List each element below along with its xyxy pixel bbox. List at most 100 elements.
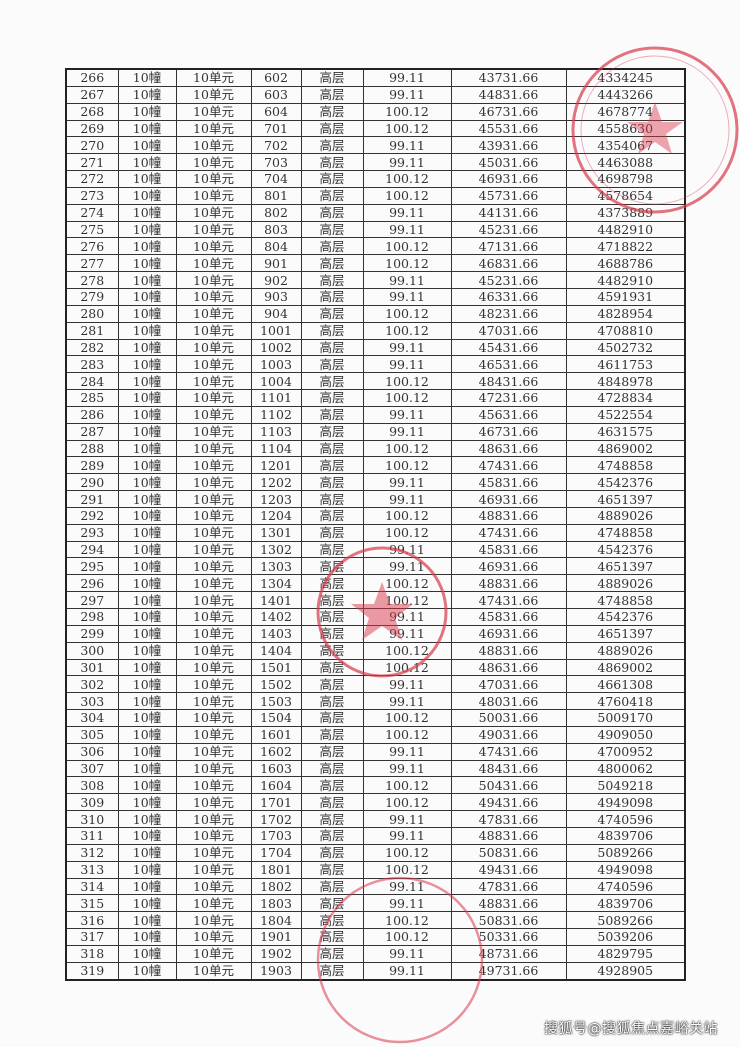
room-number-cell: 1504 xyxy=(250,709,302,727)
building-cell: 10幢 xyxy=(117,136,177,155)
floor-type-cell: 高层 xyxy=(300,338,364,357)
floor-type-cell: 高层 xyxy=(300,692,364,711)
floor-type-cell: 高层 xyxy=(300,944,364,963)
area-cell: 100.12 xyxy=(362,928,452,946)
unit-cell: 10单元 xyxy=(175,608,252,626)
row-number-cell: 282 xyxy=(65,338,119,357)
table-row: 290 10幢 10单元 1202 高层 99.11 45831.66 4542376 xyxy=(65,473,686,492)
unit-price-cell: 48631.66 xyxy=(450,439,567,458)
unit-price-cell: 49031.66 xyxy=(450,725,567,744)
total-price-cell: 5089266 xyxy=(565,843,686,862)
area-cell: 100.12 xyxy=(362,237,452,256)
room-number-cell: 903 xyxy=(250,287,302,306)
room-number-cell: 1703 xyxy=(250,826,302,845)
building-cell: 10幢 xyxy=(117,338,177,357)
table-row: 311 10幢 10单元 1703 高层 99.11 48831.66 4839706 xyxy=(65,826,686,845)
room-number-cell: 801 xyxy=(250,186,302,205)
building-cell: 10幢 xyxy=(117,321,177,340)
area-cell: 99.11 xyxy=(362,810,452,828)
floor-type-cell: 高层 xyxy=(300,203,364,222)
building-cell: 10幢 xyxy=(117,456,177,475)
total-price-cell: 5049218 xyxy=(565,776,686,795)
unit-price-cell: 48431.66 xyxy=(450,372,567,391)
unit-price-cell: 48031.66 xyxy=(450,692,567,711)
unit-cell: 10单元 xyxy=(175,389,252,407)
table-row: 297 10幢 10单元 1401 高层 100.12 47431.66 4748858 xyxy=(65,591,686,609)
floor-type-cell: 高层 xyxy=(300,709,364,727)
building-cell: 10幢 xyxy=(117,389,177,407)
area-cell: 100.12 xyxy=(362,439,452,458)
row-number-cell: 280 xyxy=(65,304,119,323)
unit-cell: 10单元 xyxy=(175,540,252,559)
unit-price-cell: 48731.66 xyxy=(450,944,567,963)
total-price-cell: 4522554 xyxy=(565,405,686,424)
unit-price-cell: 47431.66 xyxy=(450,591,567,609)
building-cell: 10幢 xyxy=(117,102,177,121)
unit-price-cell: 47831.66 xyxy=(450,810,567,828)
unit-price-cell: 47031.66 xyxy=(450,321,567,340)
unit-price-cell: 46731.66 xyxy=(450,102,567,121)
table-row: 266 10幢 10单元 602 高层 99.11 43731.66 4334245 xyxy=(65,68,686,87)
building-cell: 10幢 xyxy=(117,928,177,946)
total-price-cell: 4661308 xyxy=(565,675,686,694)
room-number-cell: 1204 xyxy=(250,506,302,525)
row-number-cell: 315 xyxy=(65,894,119,913)
table-row: 273 10幢 10单元 801 高层 100.12 45731.66 4578654 xyxy=(65,186,686,205)
unit-cell: 10单元 xyxy=(175,810,252,828)
floor-type-cell: 高层 xyxy=(300,742,364,761)
unit-cell: 10单元 xyxy=(175,473,252,492)
building-cell: 10幢 xyxy=(117,304,177,323)
room-number-cell: 902 xyxy=(250,271,302,289)
unit-price-cell: 50831.66 xyxy=(450,843,567,862)
floor-type-cell: 高层 xyxy=(300,102,364,121)
table-row: 313 10幢 10单元 1801 高层 100.12 49431.66 4949098 xyxy=(65,860,686,879)
room-number-cell: 702 xyxy=(250,136,302,155)
area-cell: 99.11 xyxy=(362,624,452,643)
room-number-cell: 603 xyxy=(250,85,302,104)
unit-cell: 10单元 xyxy=(175,170,252,188)
table-row: 288 10幢 10单元 1104 高层 100.12 48631.66 4869002 xyxy=(65,439,686,458)
row-number-cell: 283 xyxy=(65,355,119,374)
table-row: 271 10幢 10单元 703 高层 99.11 45031.66 4463088 xyxy=(65,153,686,172)
unit-cell: 10单元 xyxy=(175,287,252,306)
room-number-cell: 1801 xyxy=(250,860,302,879)
price-list-table: 266 10幢 10单元 602 高层 99.11 43731.66 4334245 267 10… xyxy=(65,68,686,981)
room-number-cell: 1502 xyxy=(250,675,302,694)
row-number-cell: 296 xyxy=(65,574,119,593)
room-number-cell: 1101 xyxy=(250,389,302,407)
total-price-cell: 4839706 xyxy=(565,826,686,845)
area-cell: 99.11 xyxy=(362,557,452,576)
unit-price-cell: 49431.66 xyxy=(450,860,567,879)
area-cell: 100.12 xyxy=(362,389,452,407)
table-row: 316 10幢 10单元 1804 高层 100.12 50831.66 5089266 xyxy=(65,911,686,930)
total-price-cell: 4800062 xyxy=(565,759,686,778)
table-row: 314 10幢 10单元 1802 高层 99.11 47831.66 4740596 xyxy=(65,877,686,896)
unit-cell: 10单元 xyxy=(175,759,252,778)
floor-type-cell: 高层 xyxy=(300,304,364,323)
floor-type-cell: 高层 xyxy=(300,355,364,374)
floor-type-cell: 高层 xyxy=(300,961,364,981)
room-number-cell: 1001 xyxy=(250,321,302,340)
table-row: 270 10幢 10单元 702 高层 99.11 43931.66 4354067 xyxy=(65,136,686,155)
unit-price-cell: 45831.66 xyxy=(450,540,567,559)
unit-price-cell: 47431.66 xyxy=(450,456,567,475)
area-cell: 99.11 xyxy=(362,826,452,845)
room-number-cell: 1701 xyxy=(250,793,302,812)
building-cell: 10幢 xyxy=(117,506,177,525)
room-number-cell: 1104 xyxy=(250,439,302,458)
unit-price-cell: 46731.66 xyxy=(450,422,567,441)
unit-price-cell: 47831.66 xyxy=(450,877,567,896)
unit-cell: 10单元 xyxy=(175,641,252,660)
building-cell: 10幢 xyxy=(117,675,177,694)
unit-price-cell: 45531.66 xyxy=(450,119,567,138)
building-cell: 10幢 xyxy=(117,776,177,795)
table-row: 275 10幢 10单元 803 高层 99.11 45231.66 4482910 xyxy=(65,220,686,239)
floor-type-cell: 高层 xyxy=(300,254,364,273)
total-price-cell: 4651397 xyxy=(565,490,686,508)
table-row: 299 10幢 10单元 1403 高层 99.11 46931.66 4651397 xyxy=(65,624,686,643)
row-number-cell: 312 xyxy=(65,843,119,862)
area-cell: 100.12 xyxy=(362,506,452,525)
table-row: 312 10幢 10单元 1704 高层 100.12 50831.66 5089266 xyxy=(65,843,686,862)
floor-type-cell: 高层 xyxy=(300,237,364,256)
row-number-cell: 292 xyxy=(65,506,119,525)
